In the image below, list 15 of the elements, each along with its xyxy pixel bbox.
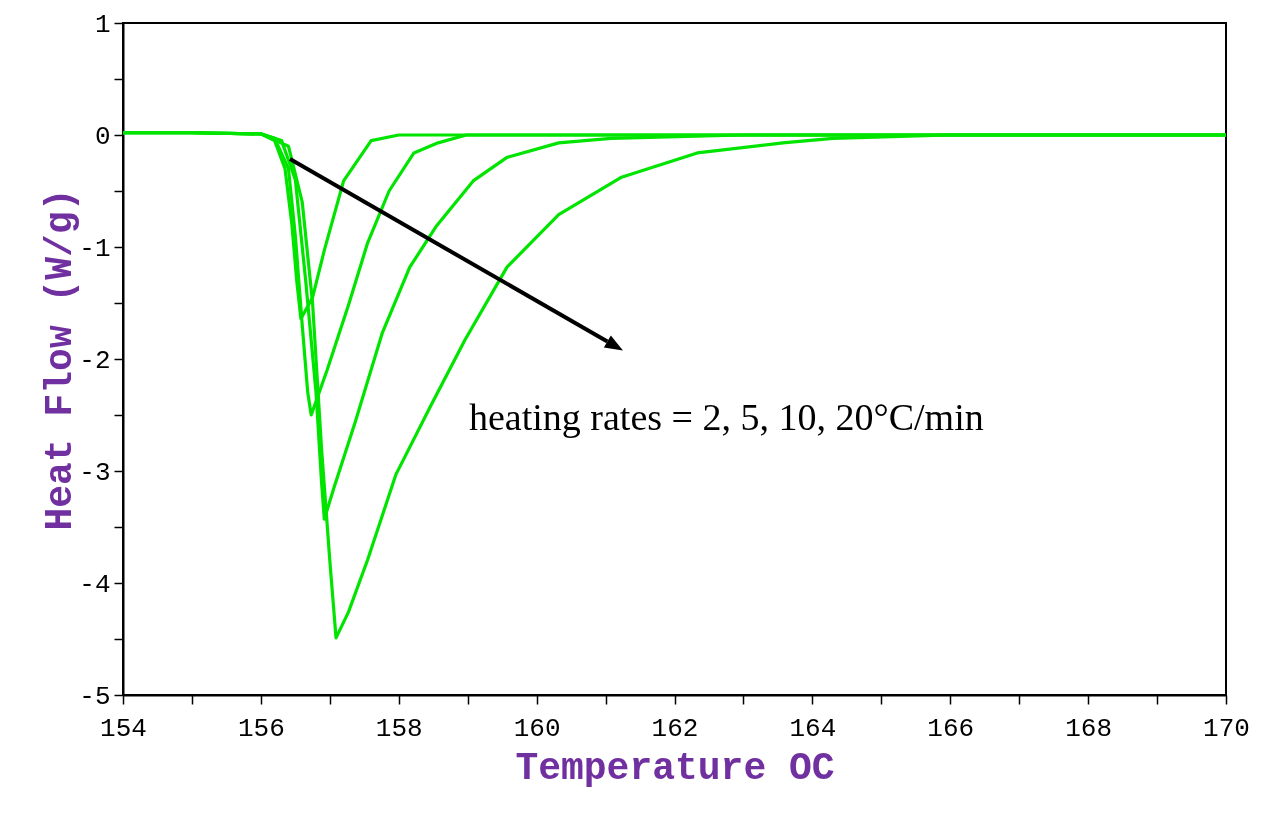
x-tick-label: 168 xyxy=(1065,713,1113,744)
x-axis-title: Temperature OC xyxy=(515,746,835,790)
x-tick-label: 162 xyxy=(651,713,699,744)
x-tick-label: 164 xyxy=(789,713,837,744)
y-tick-label: 0 xyxy=(94,121,111,152)
x-tick-label: 154 xyxy=(100,713,147,744)
x-tick-label: 166 xyxy=(927,713,975,744)
x-tick-label: 156 xyxy=(237,713,285,744)
y-tick-label: -4 xyxy=(79,569,111,600)
annotation: heating rates = 2, 5, 10, 20°C/min xyxy=(469,396,984,438)
y-tick-label: -5 xyxy=(79,681,111,712)
y-tick-label: 1 xyxy=(94,9,111,40)
x-tick-label: 158 xyxy=(375,713,423,744)
x-tick-label: 170 xyxy=(1203,713,1250,744)
x-tick-label: 160 xyxy=(513,713,561,744)
